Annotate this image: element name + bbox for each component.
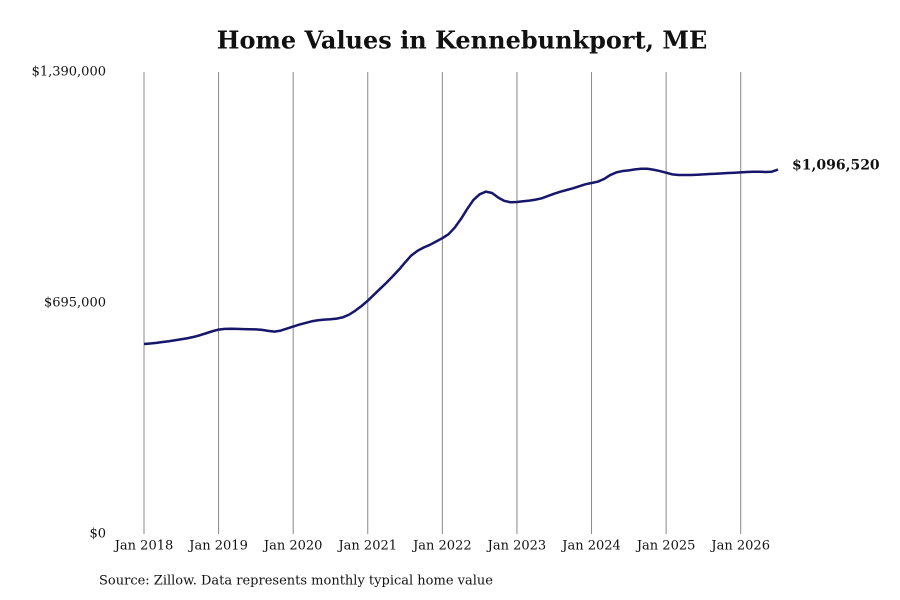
x-tick-label: Jan 2022 [411,539,472,554]
x-tick-label: Jan 2023 [486,539,547,554]
y-tick-label: $1,390,000 [32,65,106,80]
x-tick-label: Jan 2020 [262,539,323,554]
x-tick-label: Jan 2018 [113,539,174,554]
x-tick-label: Jan 2024 [560,539,621,554]
data-line [143,167,779,346]
y-tick-label: $695,000 [44,296,106,311]
y-tick-label: $0 [89,527,106,542]
x-tick-label: Jan 2025 [635,539,696,554]
x-tick-label: Jan 2026 [709,539,770,554]
source-note: Source: Zillow. Data represents monthly … [99,574,493,589]
x-tick-label: Jan 2021 [336,539,397,554]
end-value-label: $1,096,520 [792,158,880,174]
x-tick-label: Jan 2019 [187,539,248,554]
chart-title: Home Values in Kennebunkport, ME [217,26,707,55]
